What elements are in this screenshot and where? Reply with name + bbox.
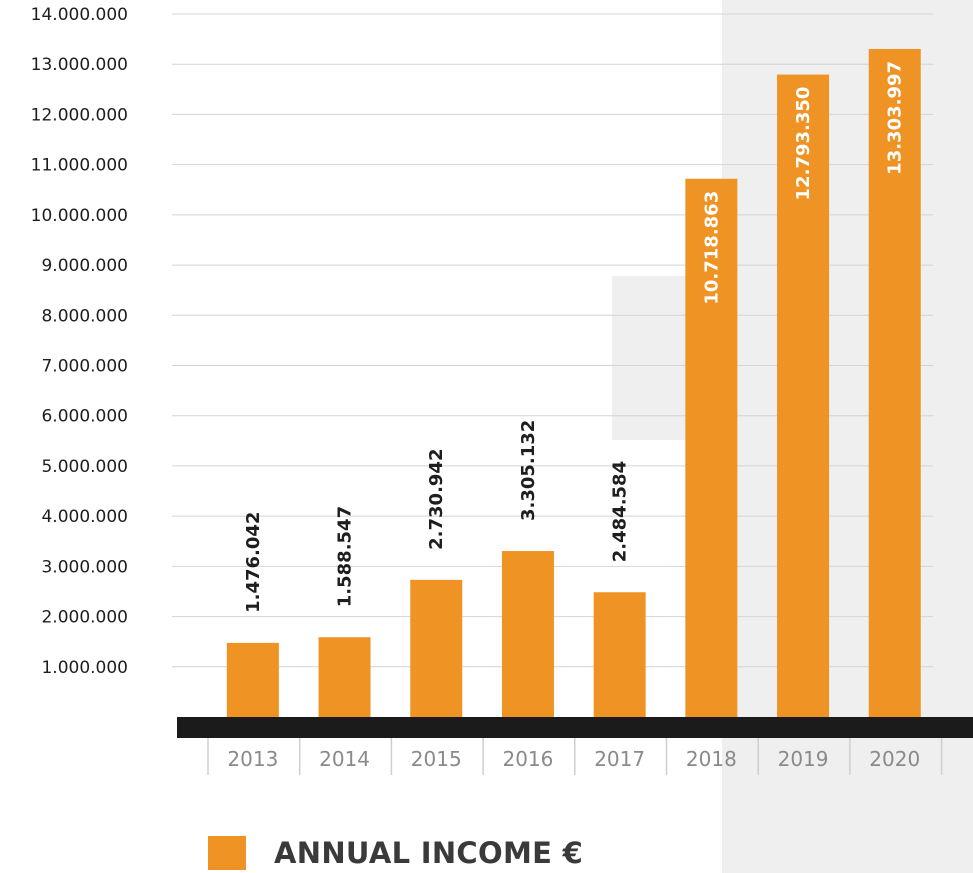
bar-value-label: 1.588.547 (335, 506, 356, 607)
y-axis-tick-labels: 1.000.000 2.000.000 3.000.000 4.000.000 5.00… (31, 5, 128, 678)
bar (593, 592, 646, 717)
bars (226, 48, 921, 718)
x-category-label: 2017 (594, 747, 645, 771)
legend-swatch (208, 836, 246, 870)
bar (501, 551, 554, 717)
x-category-label: 2019 (778, 747, 829, 771)
legend-label: ANNUAL INCOME € (274, 836, 584, 870)
x-category-label: 2013 (227, 747, 278, 771)
y-tick-label: 8.000.000 (41, 306, 128, 326)
bar-value-label: 1.476.042 (243, 512, 264, 613)
y-tick-label: 1.000.000 (41, 658, 128, 678)
bar-value-label: 13.303.997 (885, 61, 906, 175)
x-category-label: 2018 (686, 747, 737, 771)
y-tick-label: 14.000.000 (31, 5, 128, 25)
y-tick-label: 10.000.000 (31, 206, 128, 226)
bar-value-label: 10.718.863 (701, 191, 722, 305)
bar (685, 178, 738, 717)
bar-value-label: 2.730.942 (426, 449, 447, 550)
y-tick-label: 13.000.000 (31, 55, 128, 75)
bar (410, 579, 463, 717)
x-axis-band (177, 717, 973, 738)
x-axis-category-labels: 2013 2014 2015 2016 2017 2018 2019 2020 (207, 738, 943, 775)
bar-value-label: 12.793.350 (793, 87, 814, 201)
x-category-label: 2016 (502, 747, 553, 771)
bar (777, 74, 830, 717)
x-category-label: 2014 (319, 747, 370, 771)
y-tick-label: 6.000.000 (41, 407, 128, 427)
y-tick-label: 3.000.000 (41, 557, 128, 577)
y-tick-label: 5.000.000 (41, 457, 128, 477)
y-tick-label: 2.000.000 (41, 608, 128, 628)
y-tick-label: 9.000.000 (41, 256, 128, 276)
bar (868, 48, 921, 718)
y-tick-label: 4.000.000 (41, 507, 128, 527)
y-tick-label: 11.000.000 (31, 156, 128, 176)
legend: ANNUAL INCOME € (208, 836, 583, 870)
x-category-label: 2020 (869, 747, 920, 771)
bar-value-labels: 1.476.042 1.588.547 2.730.942 3.305.132 2.48… (243, 61, 906, 613)
bar (226, 642, 279, 717)
bar-value-label: 2.484.584 (610, 461, 631, 562)
x-category-label: 2015 (411, 747, 462, 771)
y-tick-label: 7.000.000 (41, 357, 128, 377)
bar-value-label: 3.305.132 (518, 420, 539, 521)
bar (318, 637, 371, 717)
y-tick-label: 12.000.000 (31, 105, 128, 125)
